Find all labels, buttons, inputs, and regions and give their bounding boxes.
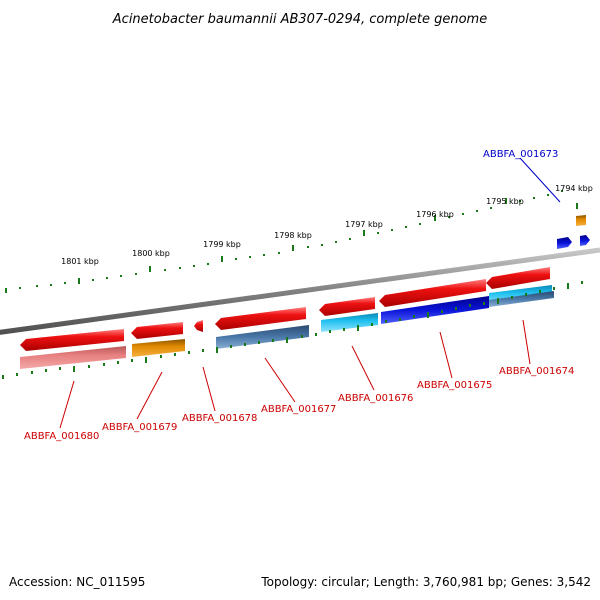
cds-rev-steel bbox=[216, 325, 309, 349]
cds-abbfa-001679 bbox=[131, 322, 183, 339]
cds-abbfa-001677 bbox=[215, 307, 306, 330]
genome-summary-text: Topology: circular; Length: 3,760,981 bp… bbox=[260, 575, 591, 589]
leader-lines bbox=[59, 157, 561, 429]
label-abbfa-001680: ABBFA_001680 bbox=[24, 431, 99, 442]
label-abbfa-001679: ABBFA_001679 bbox=[102, 422, 177, 433]
leader-abbfa-001680 bbox=[59, 380, 75, 429]
tick-label: 1801 kbp bbox=[61, 257, 99, 266]
label-abbfa-001675: ABBFA_001675 bbox=[417, 380, 492, 391]
tick-label: 1799 kbp bbox=[203, 240, 241, 249]
outer-tick-ring bbox=[5, 190, 578, 293]
tick-label: 1800 kbp bbox=[132, 249, 170, 258]
label-abbfa-001673: ABBFA_001673 bbox=[483, 149, 558, 160]
cds-forward-small-blue bbox=[580, 235, 590, 246]
accession-text: Accession: NC_011595 bbox=[9, 575, 145, 589]
genome-backbone bbox=[0, 247, 600, 335]
cds-rev-steel-2 bbox=[489, 291, 554, 307]
tick-label: 1794 kbp bbox=[555, 184, 593, 193]
forward-strand bbox=[20, 215, 590, 351]
cds-rev-orange bbox=[132, 339, 185, 357]
leader-abbfa-001678 bbox=[202, 366, 216, 412]
label-abbfa-001677: ABBFA_001677 bbox=[261, 404, 336, 415]
label-abbfa-001676: ABBFA_001676 bbox=[338, 393, 413, 404]
cds-rev-pink bbox=[20, 346, 126, 369]
label-abbfa-001678: ABBFA_001678 bbox=[182, 413, 257, 424]
inner-tick-ring bbox=[2, 281, 583, 379]
leader-abbfa-001676 bbox=[351, 345, 375, 391]
tick-label: 1795 kbp bbox=[486, 197, 524, 206]
map-title: Acinetobacter baumannii AB307-0294, comp… bbox=[112, 12, 487, 27]
cds-abbfa-001675 bbox=[379, 279, 486, 307]
cds-abbfa-001680 bbox=[20, 329, 124, 351]
leader-abbfa-001674 bbox=[522, 319, 531, 365]
reverse-strand bbox=[20, 285, 554, 369]
label-abbfa-001674: ABBFA_001674 bbox=[499, 366, 574, 377]
cds-abbfa-001676 bbox=[319, 297, 375, 316]
cds-abbfa-001674 bbox=[486, 267, 550, 289]
cds-forward-small-orange bbox=[576, 215, 586, 226]
leader-abbfa-001675 bbox=[439, 331, 453, 379]
tick-label: 1796 kbp bbox=[416, 210, 454, 219]
cds-abbfa-001673 bbox=[557, 237, 572, 249]
cds-rev-cyan bbox=[321, 313, 378, 332]
tick-label: 1798 kbp bbox=[274, 231, 312, 240]
leader-abbfa-001673 bbox=[519, 157, 561, 203]
tick-label: 1797 kbp bbox=[345, 220, 383, 229]
cds-rev-blue bbox=[381, 296, 489, 324]
leader-abbfa-001679 bbox=[136, 371, 163, 420]
cds-abbfa-001678 bbox=[194, 320, 203, 332]
leader-abbfa-001677 bbox=[264, 357, 296, 403]
